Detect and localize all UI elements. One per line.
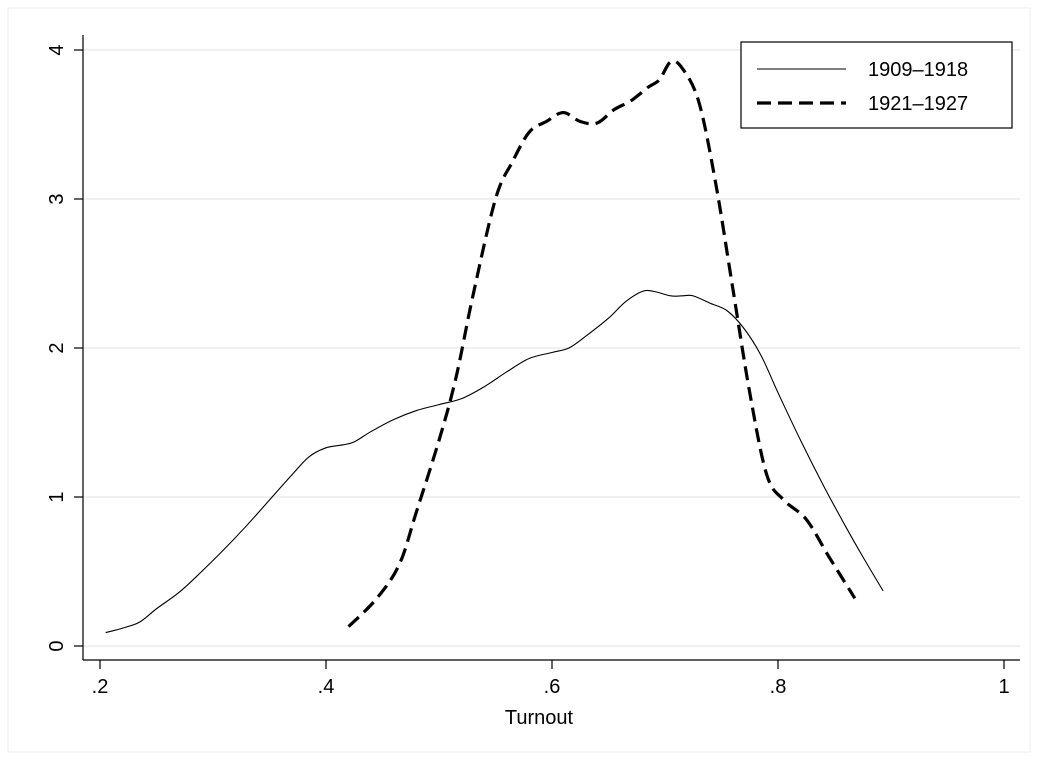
axes: 0 1 2 3 4 .2 .4 .6 .8 1: [46, 35, 1020, 698]
series-line-2: [347, 59, 857, 628]
x-axis-label: Turnout: [505, 707, 574, 729]
y-tick-label: 4: [46, 44, 68, 55]
y-tick-label: 1: [46, 491, 68, 502]
series-line-1: [105, 289, 884, 634]
x-tick-label: .2: [92, 676, 109, 698]
y-tick-label: 3: [46, 193, 68, 204]
plot-frame: [7, 7, 1031, 753]
legend-label-1: 1909–1918: [868, 59, 968, 81]
x-tick-label: .6: [544, 676, 561, 698]
legend-label-2: 1921–1927: [868, 93, 968, 115]
legend-box: [740, 41, 1013, 129]
x-tick-label: .8: [770, 676, 787, 698]
series-lines: [105, 59, 884, 634]
y-tick-label: 2: [46, 342, 68, 353]
y-tick-label: 0: [46, 640, 68, 651]
x-tick-label: .4: [318, 676, 335, 698]
legend: 1909–1918 1921–1927: [740, 41, 1013, 129]
x-tick-label: 1: [998, 676, 1009, 698]
